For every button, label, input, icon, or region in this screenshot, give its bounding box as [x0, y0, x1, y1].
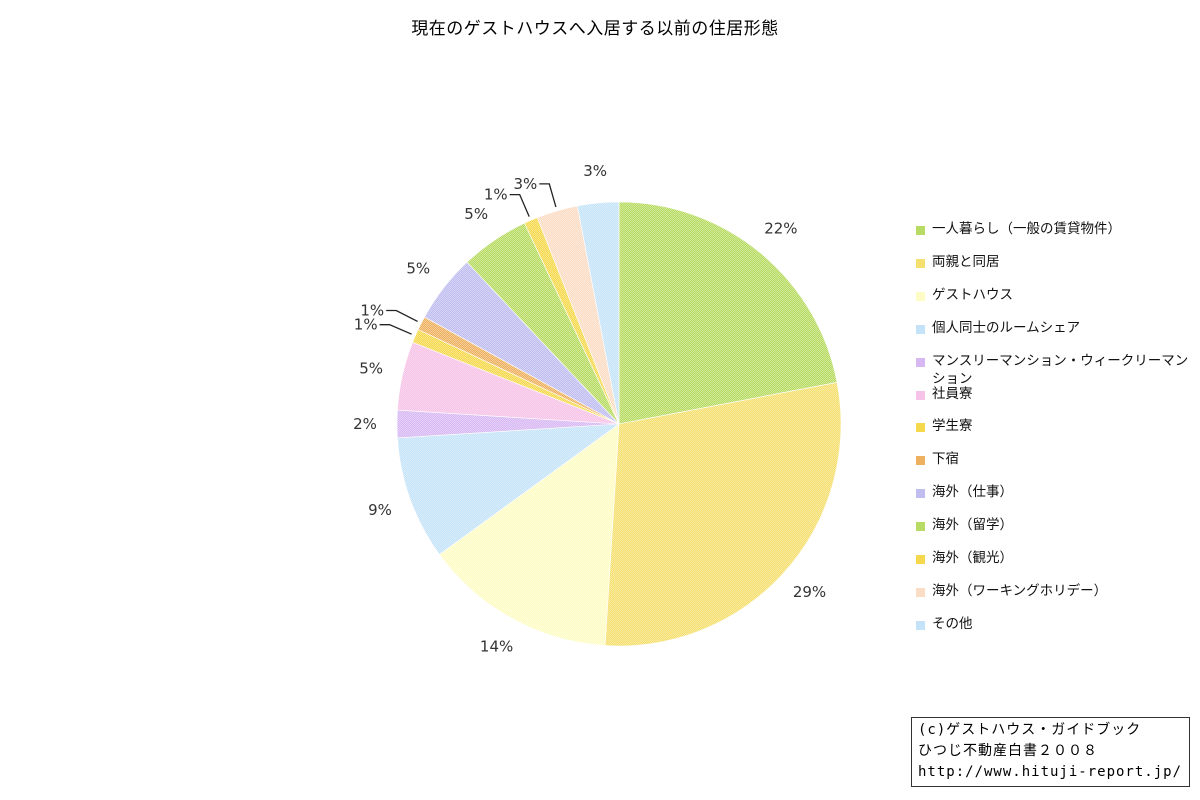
slice-value-label: 1%	[484, 186, 508, 204]
slice-value-label: 2%	[353, 415, 377, 433]
pie-slice-texture	[605, 382, 842, 646]
pie-slice-texture	[524, 217, 619, 424]
slice-value-label: 22%	[764, 219, 797, 237]
legend-item: 海外（ワーキングホリデー）	[916, 582, 1196, 614]
legend-swatch	[916, 489, 925, 499]
legend-label: 下宿	[932, 451, 959, 468]
slice-value-label: 14%	[480, 638, 513, 656]
pie-slice-texture	[619, 202, 838, 424]
pie-slice-texture	[397, 410, 619, 438]
pie-slice-texture	[537, 205, 619, 424]
credit-line-url: http://www.hituji-report.jp/	[918, 764, 1183, 780]
slice-value-label: 5%	[464, 205, 488, 223]
legend-item: 下宿	[916, 450, 1196, 482]
legend-swatch	[916, 258, 925, 268]
legend-item: マンスリーマンション・ウィークリーマンション	[916, 352, 1196, 387]
pie-slice-texture	[577, 202, 619, 424]
legend-label: マンスリーマンション・ウィークリーマンション	[932, 352, 1189, 387]
legend-item: 両親と同居	[916, 253, 1196, 285]
legend-label: 海外（観光）	[932, 550, 1013, 566]
legend-swatch	[916, 587, 925, 597]
legend-label: 両親と同居	[932, 253, 1000, 270]
legend-swatch	[916, 324, 925, 334]
legend-swatch	[916, 456, 925, 466]
legend-label: ゲストハウス	[932, 286, 1013, 303]
leader-line	[539, 183, 557, 208]
credit-box: (c)ゲストハウス・ガイドブック ひつじ不動産白書２００８ http://www…	[911, 717, 1190, 787]
credit-line-copyright: (c)ゲストハウス・ガイドブック	[918, 722, 1142, 738]
leader-line	[379, 324, 412, 335]
legend-label: 一人暮らし（一般の賃貸物件）	[932, 221, 1121, 237]
pie-slice-texture	[397, 424, 619, 555]
leader-line	[386, 309, 418, 322]
legend-item: 海外（留学）	[916, 516, 1196, 548]
slice-value-label: 29%	[793, 583, 826, 601]
legend-swatch	[916, 555, 925, 564]
legend-label: 個人同士のルームシェア	[932, 319, 1081, 336]
slice-value-label: 1%	[354, 316, 378, 334]
leader-line	[509, 193, 530, 217]
pie-slice-texture	[397, 342, 619, 424]
pie-slice-texture	[467, 223, 619, 424]
legend-swatch	[916, 357, 925, 367]
legend-label: 海外（仕事）	[932, 484, 1013, 501]
legend-label: 海外（留学）	[932, 517, 1013, 534]
slice-value-label: 5%	[406, 259, 430, 277]
legend-label: 海外（ワーキングホリデー）	[932, 582, 1108, 599]
legend-item: 一人暮らし（一般の賃貸物件）	[916, 220, 1196, 252]
slice-value-label: 3%	[514, 175, 538, 193]
legend-item: 社員寮	[916, 385, 1196, 417]
pie-slice-texture	[412, 329, 619, 424]
legend-item: 海外（仕事）	[916, 483, 1196, 515]
legend-swatch	[916, 423, 925, 433]
legend-swatch	[916, 291, 925, 301]
legend-label: 社員寮	[932, 385, 973, 402]
legend-item: その他	[916, 615, 1196, 647]
legend-item: ゲストハウス	[916, 286, 1196, 318]
pie-slice-texture	[418, 317, 619, 424]
legend-item: 学生寮	[916, 417, 1196, 449]
credit-line-publication: ひつじ不動産白書２００８	[918, 743, 1098, 759]
slice-value-label: 1%	[360, 302, 384, 320]
legend-label: 学生寮	[932, 418, 973, 435]
legend-swatch	[916, 620, 925, 630]
chart-title: 現在のゲストハウスへ入居する以前の住居形態	[411, 19, 779, 39]
legend-swatch	[916, 390, 925, 400]
slice-value-label: 5%	[359, 360, 383, 378]
legend-swatch	[916, 226, 925, 235]
legend-swatch	[916, 522, 925, 532]
legend-item: 海外（観光）	[916, 549, 1196, 581]
pie-slice-texture	[439, 424, 619, 646]
legend-label: その他	[932, 615, 973, 632]
slice-value-label: 9%	[368, 501, 392, 519]
legend-item: 個人同士のルームシェア	[916, 319, 1196, 351]
pie-slice-texture	[424, 262, 619, 424]
slice-value-label: 3%	[583, 162, 607, 180]
